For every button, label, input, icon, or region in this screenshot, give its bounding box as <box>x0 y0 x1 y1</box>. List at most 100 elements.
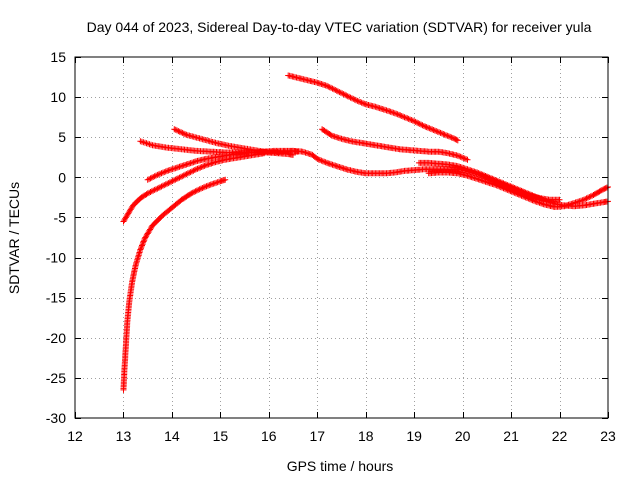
data-point <box>405 115 412 122</box>
data-point <box>456 153 463 160</box>
data-point <box>150 187 157 194</box>
data-point <box>165 180 172 187</box>
data-point <box>582 196 589 203</box>
data-point <box>169 178 176 184</box>
data-point <box>402 114 409 121</box>
data-point <box>404 115 411 122</box>
data-point <box>346 93 353 100</box>
data-point <box>161 169 168 176</box>
data-point <box>166 179 173 186</box>
data-point <box>333 87 340 94</box>
data-point <box>512 190 519 197</box>
series-arc-9 <box>425 169 611 210</box>
x-tick-label: 12 <box>67 428 83 444</box>
data-point <box>458 154 465 161</box>
y-tick-label: -10 <box>46 250 66 266</box>
data-point <box>195 186 202 193</box>
data-point <box>504 186 511 193</box>
data-point <box>196 186 203 193</box>
data-point <box>172 176 179 183</box>
y-tick-label: -15 <box>46 290 66 306</box>
data-point <box>189 168 195 175</box>
data-point <box>507 188 514 195</box>
data-point <box>478 171 485 178</box>
y-tick-label: -30 <box>46 410 66 426</box>
data-point <box>173 175 180 182</box>
data-point <box>400 113 407 120</box>
data-point <box>461 155 468 162</box>
data-point <box>454 137 461 144</box>
data-point <box>494 182 501 189</box>
data-point <box>603 184 610 191</box>
x-tick-label: 14 <box>164 428 180 444</box>
data-point <box>441 131 448 138</box>
data-point <box>339 90 346 97</box>
data-point <box>186 169 193 176</box>
data-point <box>587 193 594 200</box>
plot-frame <box>74 56 609 419</box>
data-point <box>335 88 341 95</box>
data-point <box>184 170 191 177</box>
y-tick-label: 0 <box>58 169 66 185</box>
data-point <box>353 97 359 104</box>
data-point <box>330 86 337 93</box>
data-point <box>336 89 343 96</box>
data-point <box>580 196 587 203</box>
axes: 12 13 14 15 16 17 18 19 20 21 22 23 -30 -25 -20 -15 -10 -… <box>46 49 616 444</box>
data-point <box>463 156 470 163</box>
data-point <box>146 189 153 196</box>
data-point <box>326 84 333 91</box>
y-tick-label: -5 <box>54 209 67 225</box>
data-point <box>528 196 535 203</box>
data-point <box>357 99 364 105</box>
data-point <box>195 165 202 172</box>
data-point <box>175 175 182 182</box>
data-point <box>200 184 207 191</box>
data-point <box>397 112 404 119</box>
data-point <box>177 173 184 180</box>
data-point <box>158 170 165 177</box>
data-point <box>190 167 197 174</box>
data-point <box>584 194 591 201</box>
data-point <box>144 190 151 197</box>
x-tick-label: 15 <box>213 428 229 444</box>
data-point <box>182 131 189 138</box>
data-point <box>474 169 481 176</box>
data-point <box>171 177 177 184</box>
data-point <box>148 188 155 195</box>
data-point <box>164 180 171 187</box>
data-point <box>586 194 593 200</box>
y-axis-label: SDTVAR / TECUs <box>6 182 22 294</box>
data-point <box>499 184 506 191</box>
data-point <box>180 130 187 137</box>
data-point <box>155 171 162 178</box>
data-point <box>204 182 211 189</box>
data-point <box>192 188 199 195</box>
series-arc-4 <box>137 138 563 203</box>
data-point <box>222 176 229 183</box>
data-point <box>430 127 437 133</box>
data-point <box>201 162 208 169</box>
data-point <box>329 85 336 92</box>
data-point <box>176 128 183 135</box>
data-point <box>526 196 533 203</box>
data-point <box>178 129 185 136</box>
x-tick-label: 23 <box>600 428 616 444</box>
data-point <box>137 246 144 253</box>
data-point <box>187 169 194 176</box>
data-point <box>325 83 332 90</box>
data-point <box>141 235 148 242</box>
y-tick-label: 10 <box>50 89 66 105</box>
data-point <box>157 184 164 191</box>
data-point <box>324 82 330 89</box>
data-points <box>120 72 611 393</box>
data-point <box>197 164 204 171</box>
data-point <box>411 118 418 125</box>
data-point <box>179 129 186 136</box>
data-point <box>510 189 517 196</box>
data-point <box>175 128 182 135</box>
data-point <box>153 172 159 179</box>
data-point <box>506 187 512 194</box>
data-point <box>522 194 529 201</box>
